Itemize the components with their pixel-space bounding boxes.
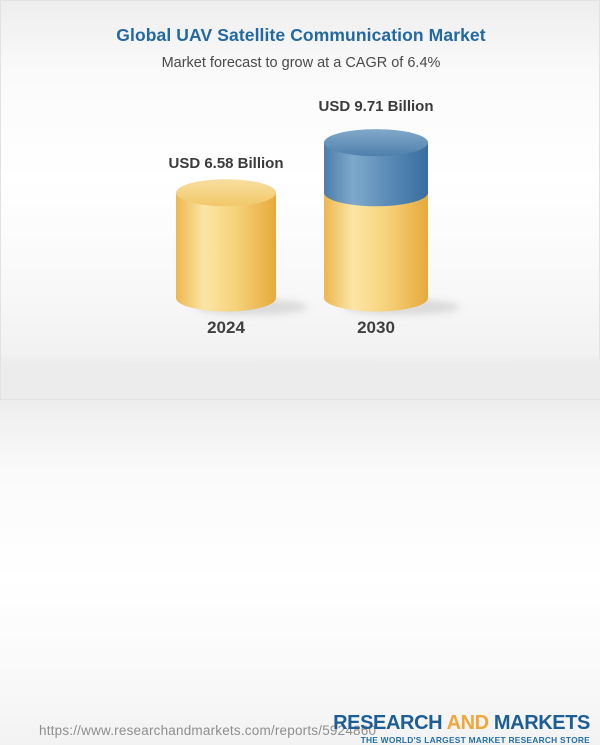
category-label-2024: 2024 xyxy=(207,318,245,337)
value-label-2030: USD 9.71 Billion xyxy=(318,98,434,115)
bar-2030 xyxy=(324,129,460,315)
report-url[interactable]: https://www.researchandmarkets.com/repor… xyxy=(39,723,377,738)
bar-2024 xyxy=(176,179,308,315)
logo-word-markets: MARKETS xyxy=(493,712,590,734)
logo-word-and: AND xyxy=(446,712,490,734)
category-label-2030: 2030 xyxy=(357,318,395,337)
research-and-markets-logo[interactable]: RESEARCH AND MARKETS THE WORLD'S LARGEST… xyxy=(333,713,590,744)
logo-tagline: THE WORLD'S LARGEST MARKET RESEARCH STOR… xyxy=(360,735,590,745)
chart-canvas xyxy=(176,129,460,315)
chart-title: Global UAV Satellite Communication Marke… xyxy=(116,25,486,45)
value-label-2024: USD 6.58 Billion xyxy=(168,155,284,172)
footer-bar: https://www.researchandmarkets.com/repor… xyxy=(1,354,600,744)
chart-subtitle: Market forecast to grow at a CAGR of 6.4… xyxy=(161,55,441,71)
logo-wordmark: RESEARCH AND MARKETS xyxy=(333,713,590,733)
logo-word-research: RESEARCH xyxy=(333,712,443,734)
